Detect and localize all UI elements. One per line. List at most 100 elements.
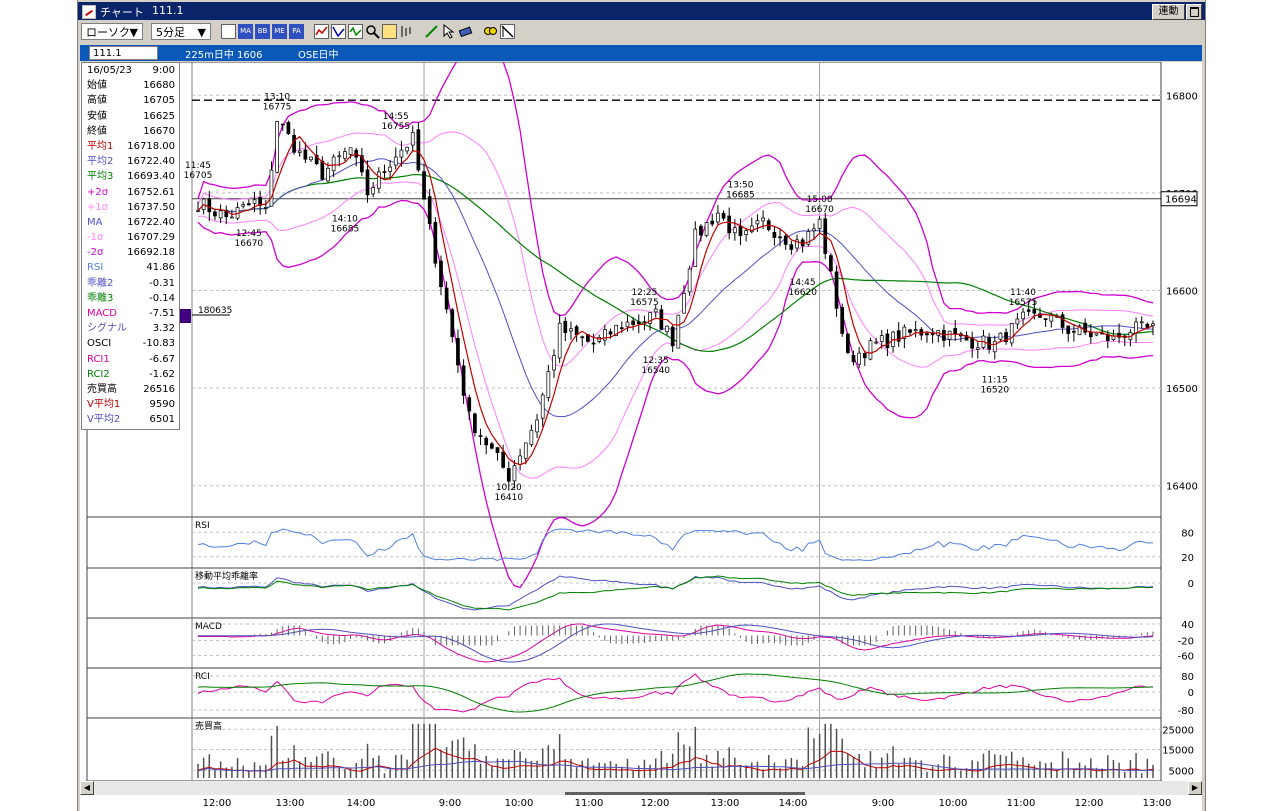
- me-button[interactable]: ME: [272, 24, 287, 39]
- interval-select[interactable]: 5分足 ▼: [151, 23, 211, 40]
- candle-body: [540, 394, 545, 419]
- info-row: 始値 16680: [82, 78, 179, 93]
- candle-body: [829, 255, 833, 272]
- info-value: -1.62: [149, 368, 175, 380]
- ma-button[interactable]: MA: [238, 24, 253, 39]
- dev-tick-label: 0: [1188, 579, 1194, 590]
- time-tick-label: 9:00: [871, 798, 895, 809]
- info-label: RCI2: [87, 368, 110, 380]
- rsi-line: [197, 528, 1154, 562]
- info-label: MACD: [87, 308, 117, 319]
- chart-type-value: ローソク: [86, 26, 130, 39]
- candle-body: [693, 228, 698, 267]
- vol-tick-label: 15000: [1162, 746, 1194, 757]
- trend-icon[interactable]: [331, 24, 346, 39]
- candle-body: [1134, 321, 1138, 334]
- candle-body: [727, 215, 732, 234]
- time-tick-label: 12:00: [202, 798, 232, 809]
- macd-tick-label: -20: [1178, 637, 1194, 648]
- horizontal-scrollbar[interactable]: ◀ ▶: [80, 781, 1202, 795]
- annotation-time: 10:20: [496, 483, 522, 493]
- candle-body: [388, 166, 392, 172]
- candle-body: [213, 211, 217, 217]
- time-tick-label: 12:00: [1074, 798, 1104, 809]
- candle-body: [489, 443, 494, 449]
- candle-body: [862, 353, 867, 359]
- info-row: -1σ 16707.29: [82, 230, 179, 245]
- info-row: RCI1 -6.67: [82, 352, 179, 367]
- candle-body: [1066, 325, 1071, 335]
- link-button[interactable]: 連動: [1152, 4, 1185, 20]
- link-chain-icon[interactable]: [483, 24, 498, 39]
- panel-frame: [86, 516, 1162, 569]
- annotation-price: 16540: [641, 366, 670, 376]
- candle-body: [783, 235, 788, 245]
- chart-type-select[interactable]: ローソク ▼: [81, 23, 143, 40]
- bb-plus1-line: [197, 131, 1154, 367]
- rci1-line: [197, 673, 1154, 713]
- ma2-line: [197, 158, 1154, 418]
- title-bar[interactable]: チャート 111.1 連動: [78, 2, 1205, 20]
- candle-body: [732, 227, 737, 234]
- tool-icon[interactable]: [500, 24, 515, 39]
- candle-body: [484, 437, 489, 446]
- eraser-icon[interactable]: [458, 24, 473, 39]
- candle-body: [619, 327, 624, 330]
- info-row: 平均3 16693.40: [82, 169, 179, 184]
- restore-window-icon[interactable]: [1186, 4, 1202, 20]
- candle-body: [207, 198, 212, 213]
- edit-icon[interactable]: [382, 24, 397, 39]
- info-row: OSCI -10.83: [82, 336, 179, 351]
- symbol-input[interactable]: 111.1: [89, 46, 158, 60]
- zoom-icon[interactable]: [365, 24, 380, 39]
- candle-body: [744, 230, 748, 235]
- candle-body: [376, 171, 381, 189]
- time-tick-label: 14:00: [778, 798, 808, 809]
- rsi-panel-label: RSI: [195, 521, 210, 531]
- info-value: 16722.40: [127, 156, 175, 168]
- info-value: 9590: [149, 399, 175, 411]
- candle-body: [789, 244, 794, 250]
- candle-body: [964, 335, 969, 341]
- bars-icon[interactable]: [399, 24, 414, 39]
- scroll-left-icon[interactable]: ◀: [80, 781, 94, 795]
- candle-body: [687, 268, 692, 293]
- chart-app-icon: [82, 5, 96, 19]
- info-row: +1σ 16737.50: [82, 200, 179, 215]
- annotation-time: 13:50: [728, 181, 754, 191]
- bb-button[interactable]: BB: [255, 24, 270, 39]
- wave-icon[interactable]: [348, 24, 363, 39]
- info-row: 売買高 26516: [82, 382, 179, 397]
- candle-body: [874, 341, 878, 344]
- candle-body: [614, 324, 619, 337]
- candle-body: [846, 333, 850, 354]
- bb-plus2-line: [197, 62, 1154, 317]
- candle-body: [314, 154, 319, 165]
- line-chart-icon[interactable]: [314, 24, 329, 39]
- candle-body: [998, 332, 1003, 340]
- rsi-tick-label: 20: [1181, 553, 1194, 564]
- candle-body: [682, 293, 686, 314]
- candle-body: [269, 169, 274, 207]
- candle-body: [625, 321, 630, 328]
- candle-body: [868, 340, 873, 360]
- candle-body: [749, 225, 754, 233]
- chart-area[interactable]: 16800167001660016500164001669418063511:4…: [80, 62, 1202, 795]
- time-tick-label: 14:00: [346, 798, 376, 809]
- time-tick-label: 13:00: [275, 798, 305, 809]
- cursor-icon[interactable]: [441, 24, 456, 39]
- info-value: 16625: [143, 110, 175, 122]
- info-value: 16737.50: [127, 201, 175, 213]
- pen-icon[interactable]: [424, 24, 439, 39]
- chart-canvas[interactable]: 16800167001660016500164001669418063511:4…: [80, 62, 1202, 795]
- candle-body: [879, 335, 884, 342]
- layout-icon[interactable]: [221, 24, 236, 39]
- scroll-right-icon[interactable]: ▶: [1188, 781, 1202, 795]
- pa-button[interactable]: PA: [289, 24, 304, 39]
- candle-body: [557, 322, 562, 359]
- annotation-price: 16685: [331, 225, 360, 235]
- candle-body: [1145, 323, 1150, 328]
- info-row: +2σ 16752.61: [82, 185, 179, 200]
- scroll-thumb[interactable]: [565, 792, 805, 795]
- candle-body: [885, 333, 890, 349]
